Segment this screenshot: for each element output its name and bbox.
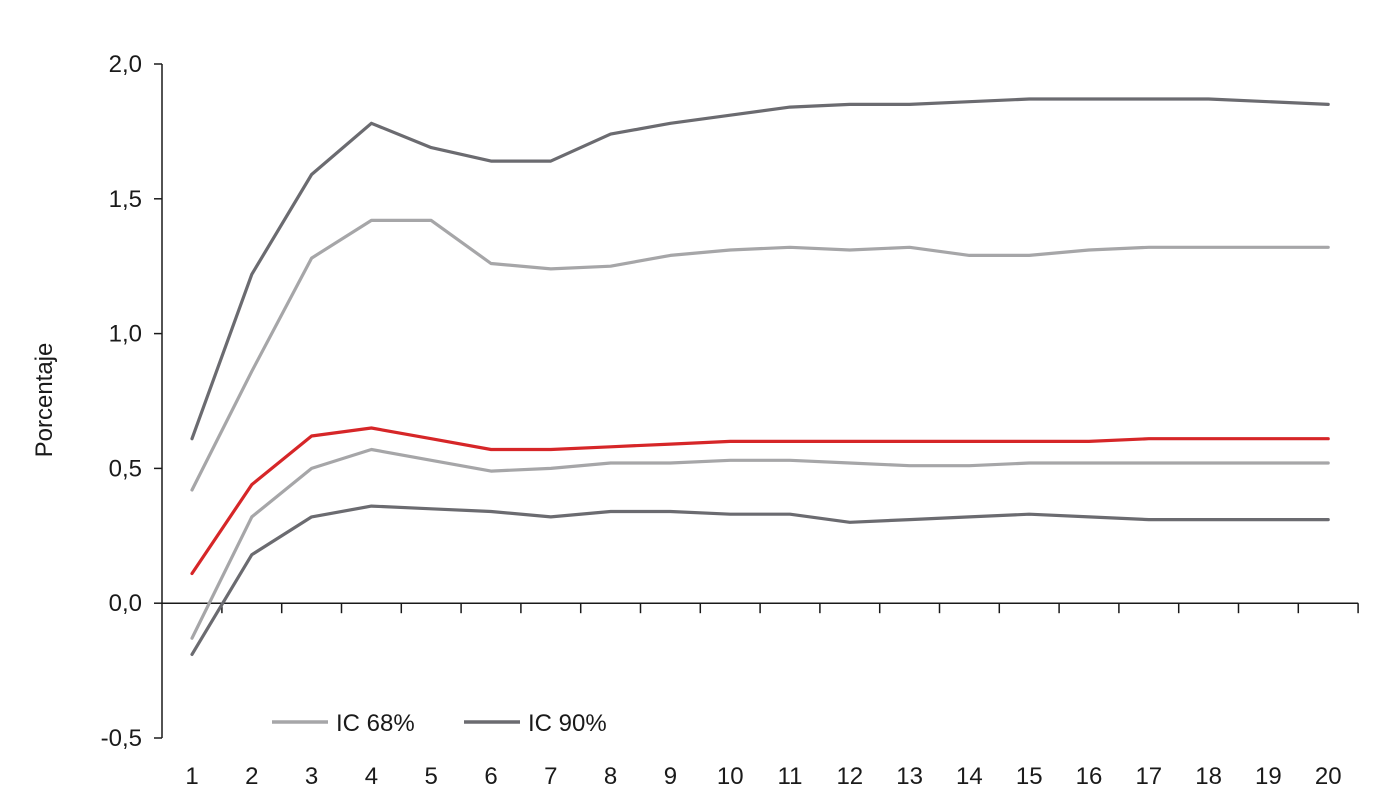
x-tick-label: 1 bbox=[185, 763, 198, 790]
x-tick-label: 16 bbox=[1076, 763, 1103, 790]
legend: IC 68% IC 90% bbox=[272, 710, 607, 737]
axes: -0,50,00,51,01,52,01 2 3 4 5 6 7 8 9 10 11 12 13 14 15… bbox=[101, 51, 1359, 790]
legend-label: IC 68% bbox=[336, 710, 415, 737]
x-tick-label: 6 bbox=[484, 763, 497, 790]
x-tick-label: 15 bbox=[1016, 763, 1043, 790]
y-tick-label: 0,5 bbox=[109, 455, 142, 482]
x-tick-label: 11 bbox=[778, 763, 803, 790]
x-tick-label: 18 bbox=[1195, 763, 1222, 790]
x-tick-label: 10 bbox=[717, 763, 744, 790]
legend-label: IC 90% bbox=[528, 710, 607, 737]
y-axis-title: Porcentaje bbox=[31, 343, 58, 458]
series-line-central bbox=[190, 426, 1330, 576]
x-tick-label: 8 bbox=[604, 763, 617, 790]
x-tick-label: 7 bbox=[544, 763, 557, 790]
x-tick-label: 17 bbox=[1135, 763, 1162, 790]
series-line-ic90_upper bbox=[190, 97, 1330, 441]
x-tick-label: 9 bbox=[664, 763, 677, 790]
series-lines bbox=[190, 97, 1330, 657]
y-tick-label: 1,5 bbox=[109, 186, 142, 213]
x-tick-label: 13 bbox=[896, 763, 923, 790]
x-tick-label: 14 bbox=[956, 763, 983, 790]
legend-item: IC 90% bbox=[464, 710, 607, 737]
x-tick-label: 3 bbox=[305, 763, 318, 790]
x-tick-label: 4 bbox=[365, 763, 378, 790]
y-tick-label: -0,5 bbox=[101, 725, 142, 752]
y-tick-label: 0,0 bbox=[109, 590, 142, 617]
x-tick-label: 5 bbox=[425, 763, 438, 790]
series-line-ic90_lower bbox=[190, 504, 1330, 657]
x-tick-label: 2 bbox=[245, 763, 258, 790]
y-tick-label: 2,0 bbox=[109, 51, 142, 78]
x-tick-label: 19 bbox=[1255, 763, 1282, 790]
series-line-ic68_lower bbox=[190, 447, 1330, 640]
y-tick-label: 1,0 bbox=[109, 321, 142, 348]
x-tick-label: 12 bbox=[836, 763, 863, 790]
x-tick-label: 20 bbox=[1315, 763, 1342, 790]
series-line-ic68_upper bbox=[190, 218, 1330, 492]
legend-item: IC 68% bbox=[272, 710, 415, 737]
